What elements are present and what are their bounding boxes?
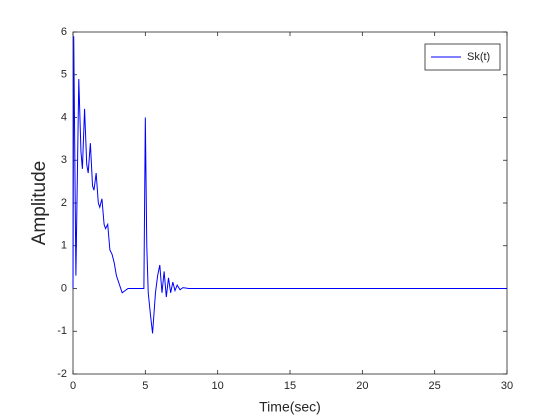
y-tick-label: 3 xyxy=(61,154,67,166)
x-tick-label: 30 xyxy=(501,380,513,392)
x-tick-label: 10 xyxy=(212,380,224,392)
y-tick-label: -1 xyxy=(57,325,67,337)
x-tick-label: 20 xyxy=(356,380,368,392)
y-tick-label: 6 xyxy=(61,26,67,38)
y-tick-label: 4 xyxy=(61,111,67,123)
x-tick-label: 5 xyxy=(142,380,148,392)
x-tick-label: 15 xyxy=(284,380,296,392)
x-axis-label: Time(sec) xyxy=(259,399,321,415)
y-tick-label: 0 xyxy=(61,282,67,294)
data-line xyxy=(72,36,507,334)
y-tick-label: 5 xyxy=(61,69,67,81)
x-tick-label: 25 xyxy=(429,380,441,392)
legend-label: Sk(t) xyxy=(467,51,490,63)
y-axis-label: Amplitude xyxy=(29,161,50,246)
y-tick-label: 1 xyxy=(61,240,67,252)
y-tick-label: 2 xyxy=(61,197,67,209)
x-tick-label: 0 xyxy=(70,380,76,392)
plot-area xyxy=(72,31,508,375)
y-tick-label: -2 xyxy=(57,368,67,380)
